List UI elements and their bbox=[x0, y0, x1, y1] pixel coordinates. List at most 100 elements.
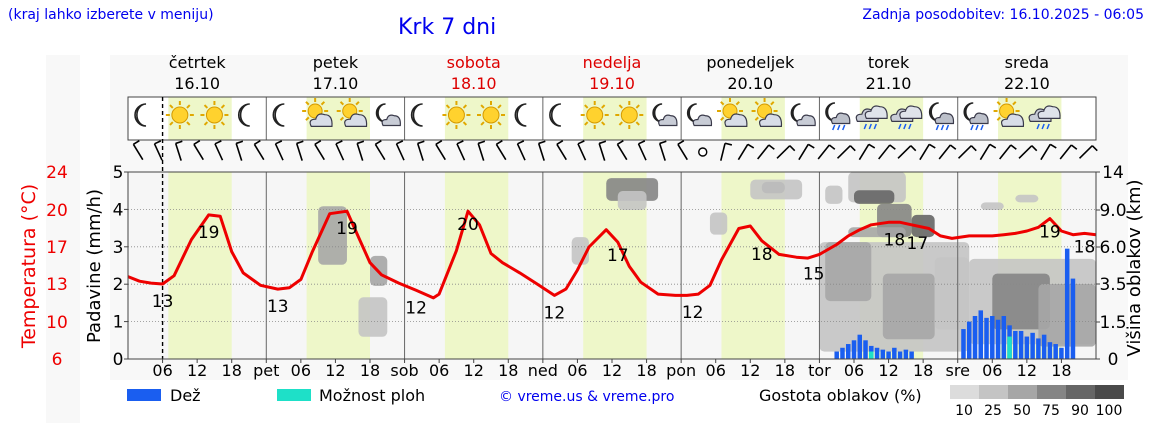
wind-feather bbox=[335, 140, 343, 145]
rain-bar bbox=[1047, 342, 1053, 359]
wind-feather bbox=[296, 140, 304, 145]
wind-feather bbox=[495, 139, 503, 146]
wind-feather bbox=[435, 139, 443, 146]
sun-ray bbox=[770, 101, 775, 106]
sun-ray bbox=[601, 104, 606, 109]
cloud-density-scale-label: 50 bbox=[1013, 403, 1031, 419]
temperature-tick-label: 6 bbox=[52, 350, 63, 370]
shower-legend-label: Možnost ploh bbox=[319, 386, 425, 405]
cloud-density-scale-label: 100 bbox=[1096, 403, 1123, 419]
region-hint[interactable]: (kraj lahko izberete v meniju) bbox=[8, 7, 214, 23]
wind-barb bbox=[435, 139, 446, 161]
cloud-height-tick-label: 1.5 bbox=[1099, 313, 1126, 333]
wind-feather bbox=[275, 140, 283, 145]
temperature-label: 18 bbox=[751, 245, 773, 265]
wind-feather bbox=[928, 143, 936, 149]
rain-bar bbox=[961, 329, 966, 359]
x-tick-label: 18 bbox=[913, 361, 933, 380]
wind-feather bbox=[1070, 144, 1078, 150]
wind-barb bbox=[1040, 143, 1057, 161]
cloud-shape bbox=[658, 114, 678, 127]
wind-shaft bbox=[836, 145, 851, 159]
wind-feather bbox=[789, 145, 796, 152]
raindrop bbox=[903, 123, 907, 130]
x-tick-label: 18 bbox=[360, 361, 380, 380]
wind-feather bbox=[677, 139, 685, 146]
wind-feather bbox=[577, 140, 585, 145]
precip-tick-label: 0 bbox=[113, 350, 124, 370]
raindrop bbox=[980, 124, 984, 131]
wind-feather bbox=[889, 144, 896, 150]
sun-ray bbox=[754, 116, 759, 121]
cloud-shape bbox=[796, 114, 816, 127]
wind-feather bbox=[949, 144, 957, 150]
wind-shaft bbox=[495, 143, 507, 161]
raindrop bbox=[945, 124, 950, 131]
wind-feather bbox=[1010, 144, 1017, 150]
wind-shaft bbox=[456, 143, 466, 161]
wind-shaft bbox=[214, 143, 224, 161]
wind-barb bbox=[374, 139, 386, 161]
cloud-density-blob bbox=[934, 257, 970, 330]
sun-ray bbox=[320, 101, 326, 106]
x-tick-label: sob bbox=[390, 361, 418, 380]
precip-axis-title: Padavine (mm/h) bbox=[84, 189, 105, 343]
wind-feather bbox=[970, 145, 977, 152]
wind-feather bbox=[235, 140, 244, 145]
precip-tick-label: 3 bbox=[113, 238, 124, 258]
wind-shaft bbox=[235, 143, 243, 161]
wind-barb bbox=[1078, 145, 1098, 159]
x-tick-label: 12 bbox=[878, 361, 898, 380]
wind-barb bbox=[132, 139, 144, 161]
sun-disc bbox=[620, 106, 638, 124]
moon-shape bbox=[514, 103, 527, 127]
sun-ray bbox=[735, 101, 740, 106]
rain-bar bbox=[851, 340, 857, 359]
moon-icon bbox=[272, 103, 285, 127]
daylight-band bbox=[444, 172, 509, 359]
wind-shaft bbox=[737, 143, 749, 161]
wind-barb bbox=[897, 145, 917, 159]
left-margin-panel bbox=[46, 55, 80, 423]
wind-shaft bbox=[938, 144, 951, 160]
wind-barb bbox=[817, 144, 836, 160]
page-title: Krk 7 dni bbox=[398, 15, 497, 40]
wind-barb bbox=[416, 140, 425, 161]
sun-ray bbox=[497, 104, 502, 109]
sun-disc bbox=[171, 106, 189, 124]
temperature-label: 13 bbox=[152, 292, 174, 312]
rain-legend-label: Dež bbox=[170, 386, 201, 405]
sun-ray bbox=[220, 104, 226, 109]
wind-feather bbox=[193, 139, 201, 146]
cloud-shape bbox=[864, 105, 888, 119]
wind-shaft bbox=[878, 144, 891, 160]
wind-feather bbox=[356, 140, 365, 145]
wind-feather bbox=[314, 139, 322, 146]
moon-shape bbox=[238, 103, 250, 127]
sun-ray bbox=[445, 121, 451, 126]
wind-barb bbox=[314, 139, 325, 161]
temperature-tick-label: 24 bbox=[46, 163, 68, 183]
cloud-height-tick-label: 0 bbox=[1108, 350, 1119, 370]
sun-disc bbox=[447, 106, 465, 124]
cloud-density-blob bbox=[750, 179, 803, 200]
sun-cloud-icon bbox=[302, 98, 333, 127]
moon-icon bbox=[238, 103, 250, 127]
sun-ray bbox=[584, 104, 589, 109]
cloud-shape bbox=[899, 105, 923, 119]
temperature-label: 19 bbox=[336, 219, 358, 239]
wind-barb bbox=[658, 140, 667, 161]
cloud-rain-icon bbox=[855, 105, 888, 130]
raindrop bbox=[1041, 123, 1045, 130]
wind-barb bbox=[757, 144, 775, 160]
cloud-height-axis-title: Višina oblakov (km) bbox=[1124, 179, 1145, 356]
sun-ray bbox=[996, 116, 1001, 121]
cloud-density-blob bbox=[825, 242, 872, 302]
sun-icon bbox=[165, 101, 194, 129]
cloud-density-swatch bbox=[950, 385, 979, 399]
wind-feather bbox=[477, 140, 486, 145]
cloud-density-blob bbox=[854, 190, 895, 204]
raindrop bbox=[863, 123, 867, 130]
x-tick-label: 06 bbox=[567, 361, 587, 380]
cloud-density-swatch bbox=[979, 385, 1008, 399]
